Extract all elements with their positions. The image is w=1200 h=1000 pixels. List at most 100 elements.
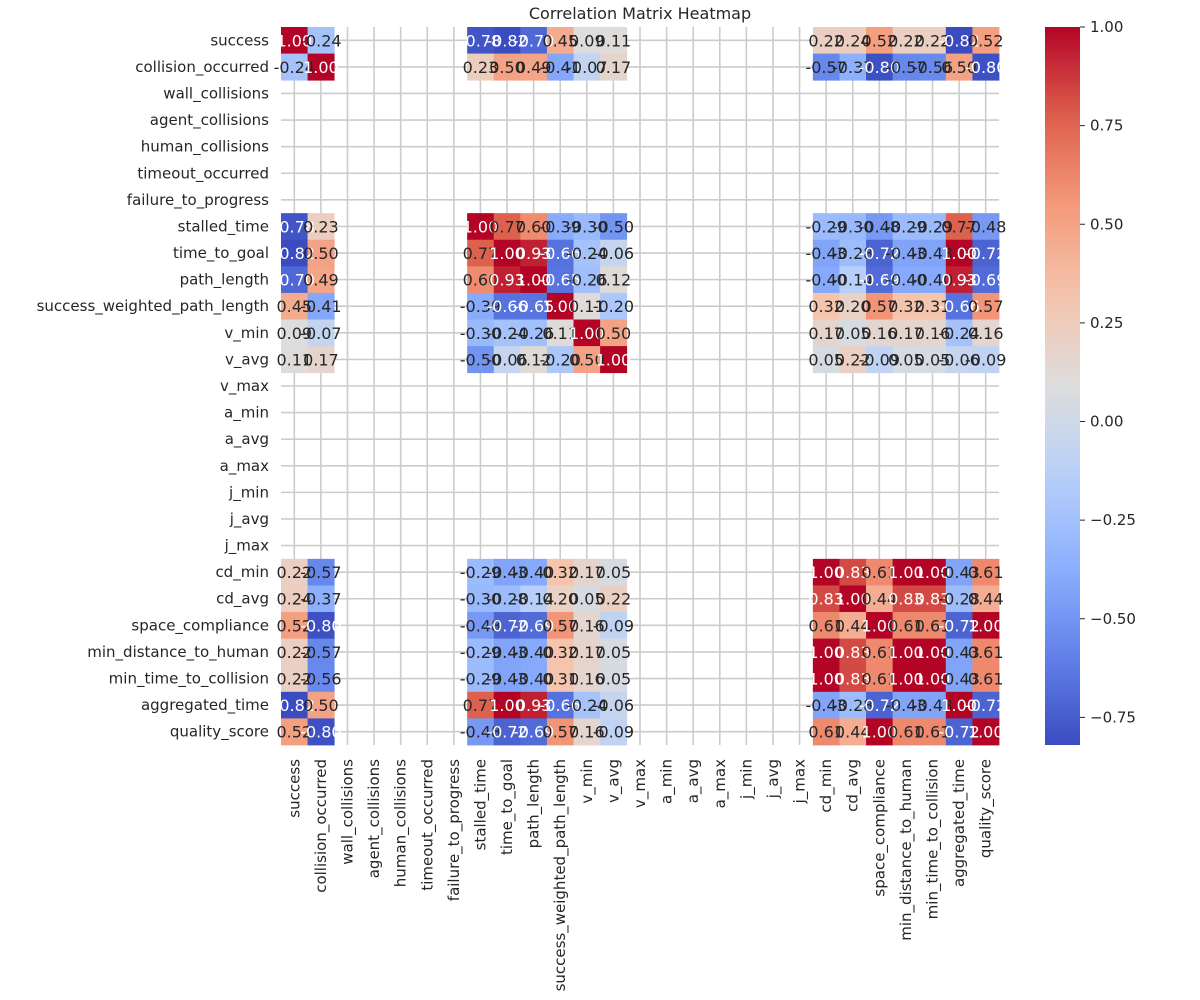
heatmap-cell — [600, 585, 628, 613]
cell-annotation: -0.26 — [566, 271, 607, 290]
cell-annotation: -0.28 — [832, 244, 873, 263]
heatmap-cell — [546, 691, 574, 719]
heatmap-cell — [600, 638, 628, 666]
cell-annotation: 0.77 — [941, 217, 977, 236]
heatmap-cell — [945, 319, 973, 347]
cell-annotation: 0.17 — [808, 324, 844, 343]
heatmap-cell — [972, 213, 1000, 241]
x-tick-label: a_min — [658, 759, 677, 804]
x-tick-label: space_compliance — [870, 759, 889, 897]
x-tick-label: j_min — [737, 759, 756, 800]
y-tick-label: path_length — [180, 271, 269, 290]
heatmap-cell — [307, 638, 335, 666]
cell-annotation: 0.05 — [569, 590, 605, 609]
heatmap-cell — [467, 319, 495, 347]
cell-annotation: 1.00 — [303, 58, 339, 77]
heatmap-cell — [493, 718, 521, 746]
heatmap-cell — [972, 718, 1000, 746]
heatmap-cell — [467, 558, 495, 586]
cell-annotation: 0.09 — [276, 324, 312, 343]
heatmap-cell — [307, 266, 335, 294]
heatmap-cell — [892, 292, 920, 320]
cell-annotation: 1.00 — [888, 643, 924, 662]
cell-annotation: -0.65 — [540, 271, 581, 290]
cell-annotation: 0.61 — [968, 643, 1004, 662]
heatmap-cell — [546, 27, 574, 54]
y-tick-label: human_collisions — [141, 138, 269, 157]
cell-annotation: -0.69 — [513, 723, 554, 742]
heatmap-cell — [493, 638, 521, 666]
cell-annotation: -0.40 — [885, 271, 926, 290]
heatmap-cell — [520, 346, 548, 374]
y-tick-label: v_avg — [225, 350, 269, 369]
y-tick-label: aggregated_time — [141, 696, 269, 715]
cell-annotation: -0.28 — [938, 590, 979, 609]
cell-annotation: 1.00 — [489, 244, 525, 263]
y-tick-label: j_min — [228, 483, 269, 502]
cell-annotation: 1.00 — [888, 563, 924, 582]
y-tick-label: v_min — [224, 324, 269, 343]
heatmap-cell — [307, 558, 335, 586]
y-tick-label: j_max — [224, 537, 269, 556]
heatmap-cell — [892, 346, 920, 374]
cell-annotation: -0.72 — [938, 723, 979, 742]
heatmap-cell — [812, 612, 840, 640]
cell-annotation: -0.29 — [912, 217, 953, 236]
heatmap-cell — [812, 53, 840, 81]
heatmap-cell — [919, 558, 947, 586]
cell-annotation: -0.78 — [460, 31, 501, 50]
heatmap-cell — [520, 292, 548, 320]
heatmap-cell — [307, 53, 335, 81]
heatmap-cell — [281, 718, 308, 746]
cell-annotation: 0.16 — [569, 670, 605, 689]
cell-annotation: -0.30 — [460, 324, 501, 343]
x-tick-label: j_max — [791, 759, 810, 804]
heatmap-cell — [839, 319, 867, 347]
cell-annotation: 0.60 — [463, 271, 499, 290]
cell-annotation: 1.00 — [808, 670, 844, 689]
x-tick-label: v_min — [578, 759, 597, 804]
cell-annotation: 0.23 — [463, 58, 499, 77]
heatmap-cell — [520, 558, 548, 586]
y-tick-label: v_max — [220, 377, 269, 396]
heatmap-cell — [812, 346, 840, 374]
cell-annotation: 0.83 — [835, 563, 871, 582]
heatmap-cell — [520, 319, 548, 347]
heatmap-cell — [839, 53, 867, 81]
heatmap-cell — [839, 585, 867, 613]
cell-annotation: -0.29 — [805, 217, 846, 236]
x-tick-label: quality_score — [977, 759, 996, 858]
heatmap-cell — [919, 691, 947, 719]
heatmap-cell — [467, 213, 495, 241]
cell-annotation: -0.43 — [912, 244, 953, 263]
heatmap-cell — [812, 665, 840, 693]
cell-annotation: -0.69 — [965, 271, 1006, 290]
cell-annotation: 0.12 — [516, 350, 552, 369]
cell-annotation: 0.05 — [596, 563, 632, 582]
cell-annotation: -0.72 — [965, 696, 1006, 715]
cell-annotation: 0.22 — [808, 31, 844, 50]
y-tick-label: wall_collisions — [163, 84, 269, 103]
cell-annotation: -0.30 — [566, 217, 607, 236]
heatmap-cell — [945, 638, 973, 666]
heatmap-cell — [307, 319, 335, 347]
colorbar-tick-label: 0.75 — [1090, 117, 1123, 135]
x-tick-label: a_avg — [684, 759, 703, 803]
cell-annotation: -0.14 — [513, 590, 554, 609]
cell-annotation: 0.83 — [915, 590, 951, 609]
cell-annotation: -0.40 — [912, 271, 953, 290]
heatmap-cell — [573, 691, 601, 719]
heatmap-cell — [307, 213, 335, 241]
cell-annotation: 0.61 — [915, 616, 951, 635]
heatmap-cell — [972, 585, 1000, 613]
colorbar-tick-label: 0.25 — [1090, 314, 1123, 332]
heatmap-cell — [467, 612, 495, 640]
cell-annotation: 0.16 — [862, 324, 898, 343]
cell-annotation: -0.66 — [540, 696, 581, 715]
heatmap-cell — [281, 638, 308, 666]
cell-annotation: 0.32 — [808, 297, 844, 316]
heatmap-cell — [600, 27, 628, 54]
cell-annotation: 0.20 — [542, 590, 578, 609]
cell-annotation: -0.09 — [965, 350, 1006, 369]
cell-annotation: 0.44 — [968, 590, 1004, 609]
